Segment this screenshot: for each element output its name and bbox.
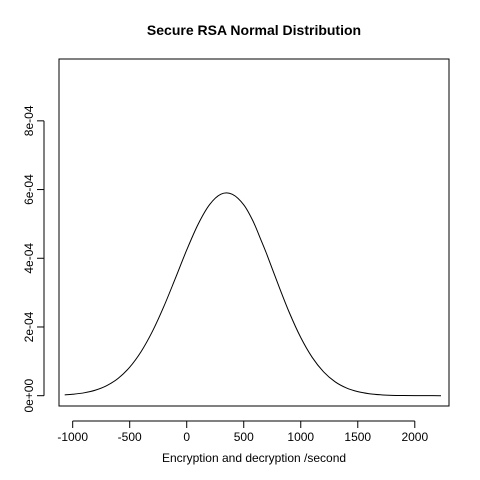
plot-frame bbox=[58, 58, 450, 407]
y-tick-label: 4e-04 bbox=[22, 243, 36, 274]
x-axis: -1000 -500 0 500 1000 1500 2000 bbox=[57, 420, 428, 444]
chart-title: Secure RSA Normal Distribution bbox=[147, 22, 361, 38]
y-tick-label: 6e-04 bbox=[22, 174, 36, 205]
x-tick-label: -1000 bbox=[57, 430, 88, 444]
y-axis: 0e+00 2e-04 4e-04 6e-04 8e-04 bbox=[22, 105, 45, 413]
x-tick-label: 0 bbox=[183, 430, 190, 444]
x-tick-label: 2000 bbox=[401, 430, 428, 444]
x-tick-label: 1000 bbox=[287, 430, 314, 444]
x-tick-label: 500 bbox=[234, 430, 254, 444]
y-tick-label: 8e-04 bbox=[22, 105, 36, 136]
x-tick-label: -500 bbox=[118, 430, 142, 444]
series-line bbox=[64, 192, 442, 397]
y-tick-label: 2e-04 bbox=[22, 311, 36, 342]
y-tick-label: 0e+00 bbox=[22, 379, 36, 413]
x-axis-label: Encryption and decryption /second bbox=[162, 451, 346, 465]
x-tick-label: 1500 bbox=[344, 430, 371, 444]
